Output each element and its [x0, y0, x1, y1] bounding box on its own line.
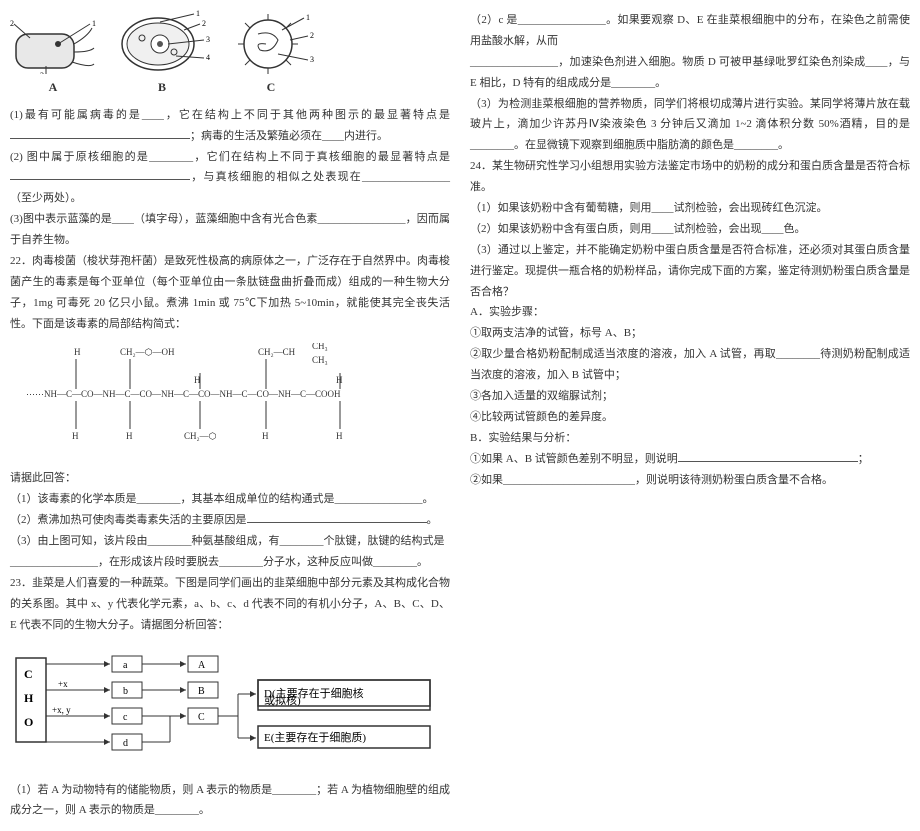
svg-text:CH₂—CH: CH₂—CH	[258, 347, 296, 357]
peptide-structure: H CH₂—⬡—OH CH₂—CH CH₃ CH₃ ⋯⋯NH—C—CO—NH—C…	[20, 343, 450, 461]
svg-text:CH₃: CH₃	[312, 355, 328, 365]
step-a4: ④比较两试管颜色的差异度。	[470, 407, 910, 428]
svg-text:3: 3	[206, 35, 210, 44]
fig-a-label: A	[49, 76, 58, 99]
svg-text:d: d	[123, 738, 128, 749]
q22-2: （2）煮沸加热可使肉毒类毒素失活的主要原因是。	[10, 510, 450, 531]
svg-text:2: 2	[10, 19, 14, 28]
q21-1: (1)最有可能属病毒的是____，它在结构上不同于其他两种图示的最显著特点是；病…	[10, 105, 450, 147]
svg-text:C: C	[24, 667, 33, 681]
figure-row: 1 2 3 A 1 2 3	[10, 10, 450, 99]
q24-2: （2）如果该奶粉中含有蛋白质，则用____试剂检验，会出现____色。	[470, 219, 910, 240]
q22-3a: （3）由上图可知，该片段由________种氨基酸组成，有________个肽键…	[10, 531, 450, 552]
q21-2: (2) 图中属于原核细胞的是________，它们在结构上不同于真核细胞的最显著…	[10, 147, 450, 210]
svg-text:+x: +x	[58, 679, 68, 689]
q22: 22．肉毒梭菌（梭状芽孢杆菌）是致死性极高的病原体之一，广泛存在于自然界中。肉毒…	[10, 251, 450, 335]
svg-text:+x, y: +x, y	[52, 705, 71, 715]
q22-prompt: 请据此回答：	[10, 468, 450, 489]
svg-text:H: H	[74, 347, 81, 357]
svg-text:c: c	[123, 712, 128, 723]
svg-text:3: 3	[310, 55, 314, 64]
q22-3b: ________________，在形成该片段时要脱去________分子水，这…	[10, 552, 450, 573]
r1: （2）c 是________________。如果要观察 D、E 在韭菜根细胞中…	[470, 10, 910, 52]
svg-text:⋯⋯NH—C—CO—NH—C—CO—NH—C—CO—NH—C: ⋯⋯NH—C—CO—NH—C—CO—NH—C—CO—NH—C—CO—NH—C—C…	[26, 389, 341, 399]
r2: （3）为检测韭菜根细胞的营养物质，同学们将根切成薄片进行实验。某同学将薄片放在载…	[470, 94, 910, 157]
svg-text:1: 1	[92, 19, 96, 28]
fig-b-label: B	[158, 76, 166, 99]
svg-text:或拟核): 或拟核)	[264, 693, 301, 707]
q23: 23．韭菜是人们喜爱的一种蔬菜。下图是同学们画出的韭菜细胞中部分元素及其构成化合…	[10, 573, 450, 636]
svg-text:C: C	[198, 712, 205, 723]
svg-text:1: 1	[306, 13, 310, 22]
svg-text:1: 1	[196, 10, 200, 18]
fig-c-label: C	[267, 76, 276, 99]
svg-text:B: B	[198, 686, 205, 697]
r1b: ________________，加速染色剂进入细胞。物质 D 可被甲基绿吡罗红…	[470, 52, 910, 94]
step-b1: ①如果 A、B 试管颜色差别不明显，则说明；	[470, 449, 910, 470]
step-a2: ②取少量合格奶粉配制成适当浓度的溶液，加入 A 试管，再取________待测奶…	[470, 344, 910, 386]
svg-text:E(主要存在于细胞质): E(主要存在于细胞质)	[264, 730, 366, 744]
figure-c: 1 2 3 C	[228, 10, 314, 99]
step-a: A．实验步骤：	[470, 302, 910, 323]
q22-1: （1）该毒素的化学本质是________，其基本组成单位的结构通式是______…	[10, 489, 450, 510]
svg-text:2: 2	[310, 31, 314, 40]
svg-text:CH₂—⬡: CH₂—⬡	[184, 431, 217, 441]
svg-text:b: b	[123, 686, 128, 697]
figure-a: 1 2 3 A	[10, 18, 96, 99]
svg-text:H: H	[72, 431, 79, 441]
q24: 24．某生物研究性学习小组想用实验方法鉴定市场中的奶粉的成分和蛋白质含量是否符合…	[470, 156, 910, 198]
svg-text:4: 4	[206, 53, 210, 62]
svg-text:3: 3	[40, 71, 44, 74]
svg-text:H: H	[336, 431, 343, 441]
svg-text:H: H	[24, 691, 34, 705]
step-b: B．实验结果与分析：	[470, 428, 910, 449]
svg-text:CH₃: CH₃	[312, 343, 328, 351]
q21-3: (3)图中表示蓝藻的是____（填字母），蓝藻细胞中含有光合色素________…	[10, 209, 450, 251]
q23-1: （1）若 A 为动物特有的储能物质，则 A 表示的物质是________；若 A…	[10, 780, 450, 822]
step-a1: ①取两支洁净的试管，标号 A、B；	[470, 323, 910, 344]
figure-b: 1 2 3 4 B	[114, 10, 210, 99]
svg-text:H: H	[262, 431, 269, 441]
q24-1: （1）如果该奶粉中含有葡萄糖，则用____试剂检验，会出现砖红色沉淀。	[470, 198, 910, 219]
svg-text:A: A	[198, 660, 206, 671]
step-a3: ③各加入适量的双缩脲试剂；	[470, 386, 910, 407]
svg-text:2: 2	[202, 19, 206, 28]
element-diagram: C H O +x +x, y a b c d A B C	[10, 644, 450, 772]
svg-text:a: a	[123, 660, 128, 671]
q24-3: （3）通过以上鉴定，并不能确定奶粉中蛋白质含量是否符合标准，还必须对其蛋白质含量…	[470, 240, 910, 303]
svg-text:O: O	[24, 715, 33, 729]
step-b2: ②如果________________________，则说明该待测奶粉蛋白质含…	[470, 470, 910, 491]
svg-text:CH₂—⬡—OH: CH₂—⬡—OH	[120, 347, 175, 357]
svg-text:H: H	[126, 431, 133, 441]
